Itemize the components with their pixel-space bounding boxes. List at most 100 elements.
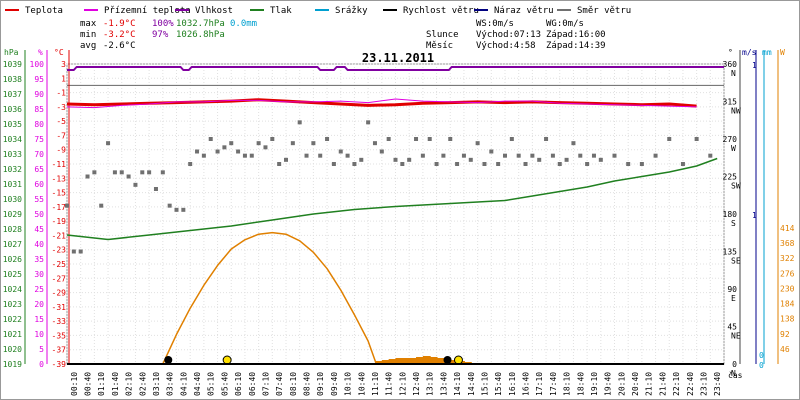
wind-dir-point xyxy=(188,162,193,166)
x-tick-label: 00:10 xyxy=(70,372,79,396)
wind-dir-point xyxy=(153,187,158,191)
axis-temp-tick: -15 xyxy=(52,189,67,198)
axis-rain-unit: mm xyxy=(762,48,772,57)
wind-dir-point xyxy=(345,153,350,158)
axis-hum-unit: % xyxy=(38,48,43,57)
axis-temp-tick: -19 xyxy=(52,217,67,226)
axis-press-tick: 1030 xyxy=(3,195,22,204)
wind-dir-point xyxy=(133,182,138,187)
wind-dir-point xyxy=(201,153,206,158)
x-tick-label: 03:10 xyxy=(152,372,161,396)
legend-label-7: Směr větru xyxy=(577,6,631,16)
wind-dir-point xyxy=(78,249,83,254)
rain-bar xyxy=(395,358,404,364)
wind-dir-point xyxy=(140,170,145,175)
x-tick-label: 18:10 xyxy=(563,372,572,396)
x-tick-label: 07:40 xyxy=(275,372,284,396)
wind-dir-point xyxy=(427,137,432,141)
axis-solar-tick: 92 xyxy=(780,330,790,339)
legend-label-1: Přízemní teplota xyxy=(104,6,191,16)
axis-temp-tick: -23 xyxy=(52,246,67,255)
wind-dir-point xyxy=(65,203,69,208)
legend-label-4: Srážky xyxy=(335,6,368,16)
axis-press-tick: 1025 xyxy=(3,270,22,279)
x-tick-label: 18:40 xyxy=(576,372,585,396)
axis-press-tick: 1036 xyxy=(3,105,22,114)
axis-press-tick: 1020 xyxy=(3,345,22,354)
x-tick-label: 20:10 xyxy=(617,372,626,396)
rain-bar xyxy=(416,357,424,364)
axis-press-tick: 1022 xyxy=(3,315,22,324)
axis-dir-lab: NE xyxy=(731,332,741,341)
x-tick-label: 11:10 xyxy=(371,372,380,396)
stats-avg-temp: -2.6°C xyxy=(103,41,136,51)
axis-hum-tick: 75 xyxy=(34,135,44,144)
wind-dir-point xyxy=(680,162,685,166)
x-tick-label: 13:10 xyxy=(426,372,435,396)
wind-dir-point xyxy=(475,141,480,146)
wind-dir-point xyxy=(564,157,569,162)
axis-hum-tick: 25 xyxy=(34,285,44,294)
stats-max-press: 1032.7hPa xyxy=(176,19,225,29)
wind-dir-point xyxy=(482,162,487,166)
sun-icon xyxy=(453,355,463,365)
axis-dir-deg: 180 xyxy=(723,210,738,219)
rain-bar xyxy=(388,359,397,364)
wind-dir-point xyxy=(92,170,97,175)
axis-temp-tick: -29 xyxy=(52,289,67,298)
wind-dir-point xyxy=(222,145,227,150)
stats-ws: WS:0m/s xyxy=(476,19,514,29)
wind-dir-point xyxy=(242,153,247,158)
axis-dir-lab: NW xyxy=(731,107,741,116)
x-tick-label: 15:10 xyxy=(480,372,489,396)
wind-dir-point xyxy=(414,137,419,141)
wind-dir-point xyxy=(708,153,713,158)
wind-dir-point xyxy=(420,153,425,158)
legend: Teplota Přízemní teplota Vlhkost Tlak Srážky… xyxy=(5,6,631,16)
wind-dir-point xyxy=(106,141,111,146)
axis-temp-tick: -39 xyxy=(52,360,67,369)
x-tick-label: 03:40 xyxy=(166,372,175,396)
x-tick-label: 15:40 xyxy=(494,372,503,396)
wind-dir-point xyxy=(639,162,644,166)
x-tick-label: 09:40 xyxy=(330,372,339,396)
x-tick-label: 08:40 xyxy=(303,372,312,396)
legend-label-3: Tlak xyxy=(270,6,292,16)
stats-sun-set: Západ:16:00 xyxy=(546,30,606,40)
wind-dir-point xyxy=(544,137,549,141)
wind-dir-point xyxy=(400,162,405,166)
chart-title: 23.11.2011 xyxy=(362,51,434,65)
x-tick-label: 22:10 xyxy=(672,372,681,396)
x-tick-label: 04:10 xyxy=(179,372,188,396)
axis-temp-tick: -7 xyxy=(56,131,66,140)
x-tick-label: 23:40 xyxy=(713,372,722,396)
axis-hum-tick: 55 xyxy=(34,195,44,204)
x-tick-label: 14:40 xyxy=(467,372,476,396)
wind-dir-point xyxy=(496,162,501,166)
axis-solar-tick: 414 xyxy=(780,224,795,233)
axis-press-tick: 1033 xyxy=(3,150,22,159)
axis-dir-deg: 135 xyxy=(723,248,738,257)
wind-dir-point xyxy=(489,149,494,154)
axis-solar-tick: 184 xyxy=(780,300,795,309)
wind-dir-point xyxy=(550,153,555,158)
axis-press-tick: 1031 xyxy=(3,180,22,189)
axis-dir-deg: 45 xyxy=(727,323,737,332)
axis-rain-tick: 0 xyxy=(759,351,764,360)
axis-hum-tick: 50 xyxy=(34,210,44,219)
x-tick-label: 17:40 xyxy=(549,372,558,396)
x-tick-label: 12:40 xyxy=(412,372,421,396)
axis-temp-tick: -33 xyxy=(52,317,67,326)
axis-solar-tick: 46 xyxy=(780,345,790,354)
stats-sun-rise: Východ:07:13 xyxy=(476,30,541,40)
axis-temp-tick: -37 xyxy=(52,346,67,355)
rain-bar xyxy=(374,361,383,364)
axis-wind-tick: 1 xyxy=(752,61,757,70)
axis-temp-tick: -21 xyxy=(52,231,67,240)
x-tick-label: 08:10 xyxy=(289,372,298,396)
axis-hum-tick: 80 xyxy=(34,120,44,129)
axis-hum-tick: 10 xyxy=(34,330,44,339)
axis-temp-tick: -27 xyxy=(52,274,67,283)
rain-bar xyxy=(402,358,411,364)
wind-dir-point xyxy=(331,162,336,166)
